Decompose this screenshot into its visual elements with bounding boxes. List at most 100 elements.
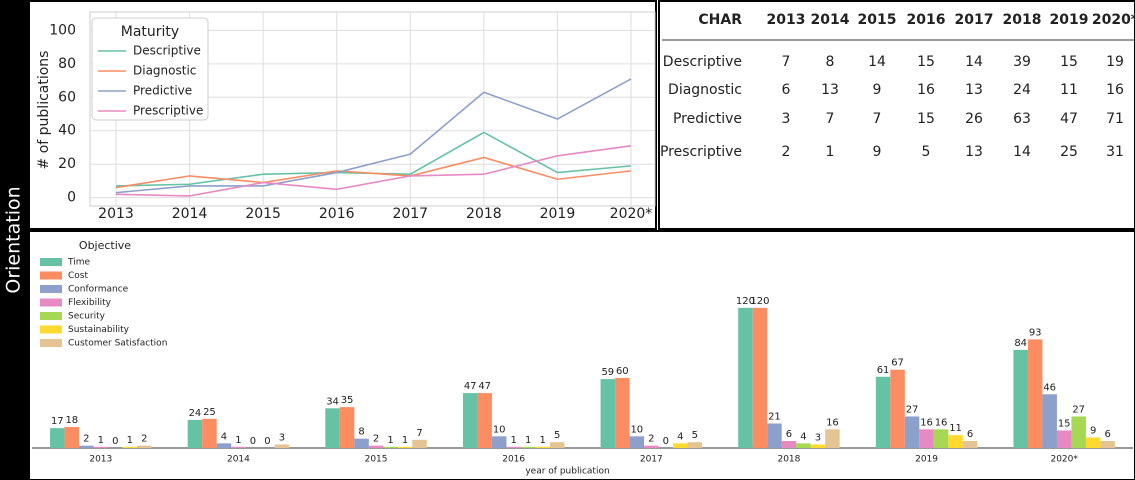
x-tick-label: 2017 <box>392 206 428 222</box>
bar-panel <box>28 230 1135 480</box>
legend-title: Objective <box>79 239 131 252</box>
bar-value-label: 27 <box>906 404 919 415</box>
x-tick-label: 2013 <box>89 455 112 465</box>
table-cell: 31 <box>1106 144 1124 160</box>
legend-swatch <box>40 339 62 347</box>
bar-value-label: 16 <box>935 417 948 428</box>
table-cell: 9 <box>873 144 882 160</box>
table-cell: 15 <box>917 111 935 127</box>
bar <box>535 446 550 448</box>
table-cell: 14 <box>1013 144 1031 160</box>
bar-value-label: 18 <box>65 415 78 426</box>
line <box>115 78 632 194</box>
bar-value-label: 1 <box>127 435 133 446</box>
bar <box>1085 437 1101 448</box>
bar-value-label: 3 <box>279 432 285 443</box>
x-tick-label: 2014 <box>227 455 250 465</box>
bar <box>520 446 536 448</box>
x-tick-label: 2015 <box>245 206 281 222</box>
bar-value-label: 34 <box>326 396 339 407</box>
table-header: 2014 <box>811 12 850 28</box>
bar <box>687 442 703 448</box>
legend-title: Maturity <box>121 24 179 40</box>
bar <box>462 393 478 448</box>
legend-label: Descriptive <box>133 44 201 58</box>
bar-value-label: 61 <box>877 365 890 376</box>
bar-value-label: 47 <box>464 381 477 392</box>
x-tick-label: 2017 <box>640 455 663 465</box>
bar-value-label: 7 <box>416 428 422 439</box>
bar <box>890 369 905 448</box>
bar-value-label: 84 <box>1014 338 1027 349</box>
table-header: 2017 <box>955 12 994 28</box>
legend-label: Time <box>67 258 90 268</box>
bar-value-label: 16 <box>920 417 933 428</box>
bar-value-label: 10 <box>630 424 643 435</box>
bar <box>1071 416 1086 448</box>
bar-value-label: 2 <box>83 434 89 445</box>
bar-value-label: 5 <box>554 430 560 441</box>
bar <box>231 446 246 448</box>
table-cell: 8 <box>826 54 835 70</box>
bar-value-label: 17 <box>51 416 64 427</box>
table-row-label: Predictive <box>673 111 742 127</box>
bar-value-label: 46 <box>1043 382 1056 393</box>
bar-value-label: 1 <box>525 435 531 446</box>
bar <box>1056 430 1072 448</box>
legend-box <box>91 17 209 121</box>
bar-value-label: 1 <box>402 435 408 446</box>
table-cell: 71 <box>1106 111 1124 127</box>
bar <box>1027 339 1043 448</box>
x-tick-label: 2019 <box>915 455 938 465</box>
bar-value-label: 0 <box>264 436 270 447</box>
bar-value-label: 15 <box>1058 418 1071 429</box>
legend-swatch <box>40 298 62 307</box>
x-tick-label: 2014 <box>172 206 208 222</box>
bar-value-label: 27 <box>1072 404 1085 415</box>
bar <box>202 418 217 448</box>
bar <box>79 445 94 448</box>
table-cell: 7 <box>873 111 882 127</box>
bar-value-label: 0 <box>663 436 669 447</box>
bar <box>216 443 232 448</box>
table-cell: 13 <box>965 144 983 160</box>
x-axis-label: year of publication <box>525 467 609 477</box>
table-header: 2020* <box>1092 12 1135 28</box>
bar <box>50 428 65 448</box>
legend-swatch <box>40 285 62 293</box>
legend-label: Customer Satisfaction <box>68 339 167 349</box>
table-cell: 39 <box>1013 54 1031 70</box>
bar <box>948 435 963 448</box>
x-tick-label: 2013 <box>98 206 134 222</box>
legend-swatch <box>40 258 62 266</box>
table-cell: 2 <box>782 144 791 160</box>
bar <box>875 376 891 448</box>
table-cell: 7 <box>782 54 791 70</box>
table-header: 2013 <box>767 12 806 28</box>
bar-value-label: 25 <box>203 407 216 418</box>
table-cell: 15 <box>917 54 935 70</box>
side-label: Orientation <box>3 186 25 293</box>
bar <box>383 446 398 448</box>
bar <box>64 426 80 448</box>
x-tick-label: 2016 <box>319 206 355 222</box>
bar <box>644 445 659 448</box>
table-cell: 16 <box>1106 82 1124 98</box>
bar <box>825 429 840 448</box>
table-header: 2018 <box>1003 12 1042 28</box>
bar <box>477 393 492 448</box>
bar-value-label: 9 <box>1090 425 1096 436</box>
bar <box>137 445 152 448</box>
bar-value-label: 16 <box>826 417 839 428</box>
table-cell: 3 <box>782 111 791 127</box>
bar <box>412 439 427 448</box>
bar-value-label: 0 <box>112 436 118 447</box>
bar-value-label: 1 <box>235 435 241 446</box>
bar <box>615 377 630 448</box>
y-tick-label: 0 <box>67 190 76 206</box>
table-header: CHAR <box>698 12 742 28</box>
bar <box>368 445 384 448</box>
legend-label: Predictive <box>133 84 192 98</box>
bar-value-label: 2 <box>648 434 654 445</box>
table-cell: 13 <box>821 82 839 98</box>
